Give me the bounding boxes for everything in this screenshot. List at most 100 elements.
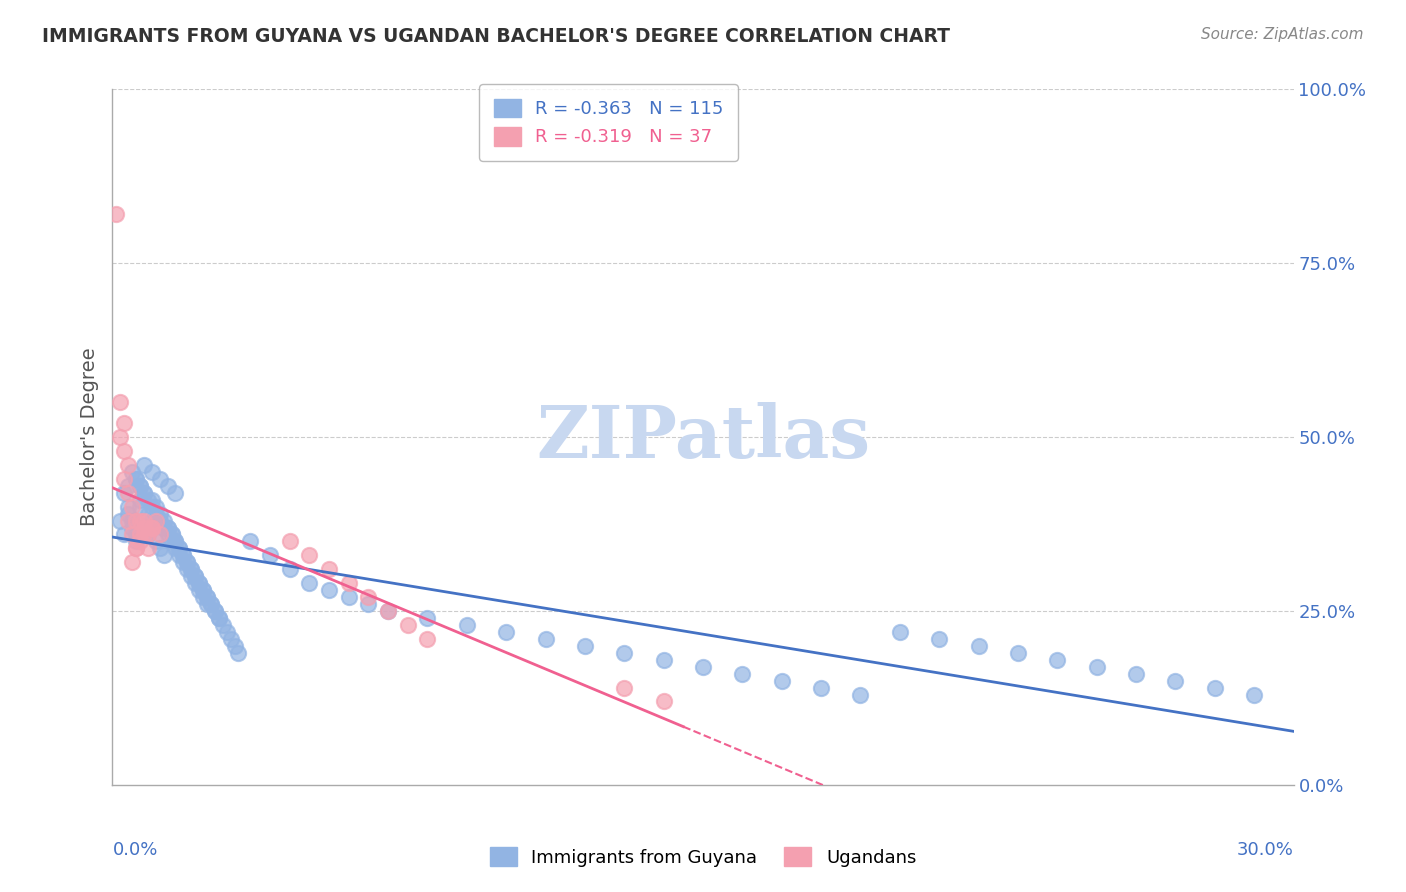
Point bbox=[928, 632, 950, 646]
Point bbox=[239, 534, 262, 549]
Point bbox=[156, 527, 179, 541]
Point bbox=[156, 520, 179, 534]
Point bbox=[149, 527, 172, 541]
Point bbox=[495, 624, 517, 639]
Point bbox=[318, 562, 340, 576]
Point bbox=[112, 444, 135, 458]
Point bbox=[136, 527, 159, 541]
Point bbox=[121, 500, 143, 514]
Point bbox=[849, 688, 872, 702]
Point bbox=[224, 639, 246, 653]
Point bbox=[1243, 688, 1265, 702]
Point bbox=[357, 597, 380, 611]
Point bbox=[770, 673, 793, 688]
Point bbox=[204, 604, 226, 618]
Point bbox=[149, 541, 172, 556]
Point bbox=[200, 597, 222, 611]
Point bbox=[165, 485, 187, 500]
Point bbox=[228, 646, 250, 660]
Point bbox=[145, 514, 167, 528]
Point bbox=[1164, 673, 1187, 688]
Point bbox=[129, 514, 152, 528]
Point bbox=[141, 492, 163, 507]
Text: IMMIGRANTS FROM GUYANA VS UGANDAN BACHELOR'S DEGREE CORRELATION CHART: IMMIGRANTS FROM GUYANA VS UGANDAN BACHEL… bbox=[42, 27, 950, 45]
Point bbox=[889, 624, 911, 639]
Point bbox=[110, 430, 132, 444]
Point bbox=[125, 534, 148, 549]
Point bbox=[117, 485, 139, 500]
Point bbox=[195, 597, 218, 611]
Point bbox=[129, 492, 152, 507]
Point bbox=[1125, 666, 1147, 681]
Point bbox=[152, 514, 174, 528]
Point bbox=[136, 527, 159, 541]
Point bbox=[574, 639, 596, 653]
Point bbox=[180, 562, 202, 576]
Point bbox=[731, 666, 754, 681]
Point bbox=[121, 520, 143, 534]
Point bbox=[112, 527, 135, 541]
Point bbox=[136, 492, 159, 507]
Point bbox=[416, 632, 439, 646]
Point bbox=[278, 562, 301, 576]
Point bbox=[132, 485, 155, 500]
Point bbox=[377, 604, 399, 618]
Point bbox=[184, 569, 207, 583]
Point bbox=[129, 527, 152, 541]
Point bbox=[337, 576, 360, 591]
Point bbox=[165, 534, 187, 549]
Point bbox=[156, 520, 179, 534]
Point bbox=[129, 500, 152, 514]
Point bbox=[117, 500, 139, 514]
Point bbox=[112, 416, 135, 430]
Point bbox=[152, 549, 174, 563]
Point bbox=[180, 569, 202, 583]
Point bbox=[141, 520, 163, 534]
Point bbox=[132, 458, 155, 472]
Point bbox=[810, 681, 832, 695]
Point bbox=[129, 534, 152, 549]
Point bbox=[172, 555, 194, 569]
Point bbox=[180, 562, 202, 576]
Point bbox=[184, 576, 207, 591]
Point bbox=[337, 590, 360, 604]
Point bbox=[195, 590, 218, 604]
Point bbox=[129, 479, 152, 493]
Point bbox=[200, 597, 222, 611]
Text: ZIPatlas: ZIPatlas bbox=[536, 401, 870, 473]
Point bbox=[613, 646, 636, 660]
Point bbox=[136, 507, 159, 521]
Point bbox=[121, 527, 143, 541]
Point bbox=[125, 541, 148, 556]
Point bbox=[125, 514, 148, 528]
Text: 0.0%: 0.0% bbox=[112, 840, 157, 859]
Point bbox=[208, 611, 231, 625]
Point bbox=[188, 576, 211, 591]
Point bbox=[132, 520, 155, 534]
Point bbox=[125, 541, 148, 556]
Point bbox=[132, 485, 155, 500]
Legend: Immigrants from Guyana, Ugandans: Immigrants from Guyana, Ugandans bbox=[482, 840, 924, 874]
Point bbox=[298, 576, 321, 591]
Point bbox=[1204, 681, 1226, 695]
Point bbox=[396, 618, 419, 632]
Point bbox=[136, 541, 159, 556]
Point bbox=[156, 479, 179, 493]
Point bbox=[141, 465, 163, 479]
Point bbox=[145, 507, 167, 521]
Point bbox=[191, 583, 214, 598]
Point bbox=[165, 541, 187, 556]
Point bbox=[613, 681, 636, 695]
Point bbox=[165, 534, 187, 549]
Point bbox=[318, 583, 340, 598]
Point bbox=[121, 465, 143, 479]
Point bbox=[132, 527, 155, 541]
Point bbox=[117, 479, 139, 493]
Point bbox=[195, 590, 218, 604]
Point bbox=[141, 514, 163, 528]
Point bbox=[160, 527, 183, 541]
Point bbox=[176, 555, 198, 569]
Point bbox=[416, 611, 439, 625]
Point bbox=[141, 500, 163, 514]
Point bbox=[357, 590, 380, 604]
